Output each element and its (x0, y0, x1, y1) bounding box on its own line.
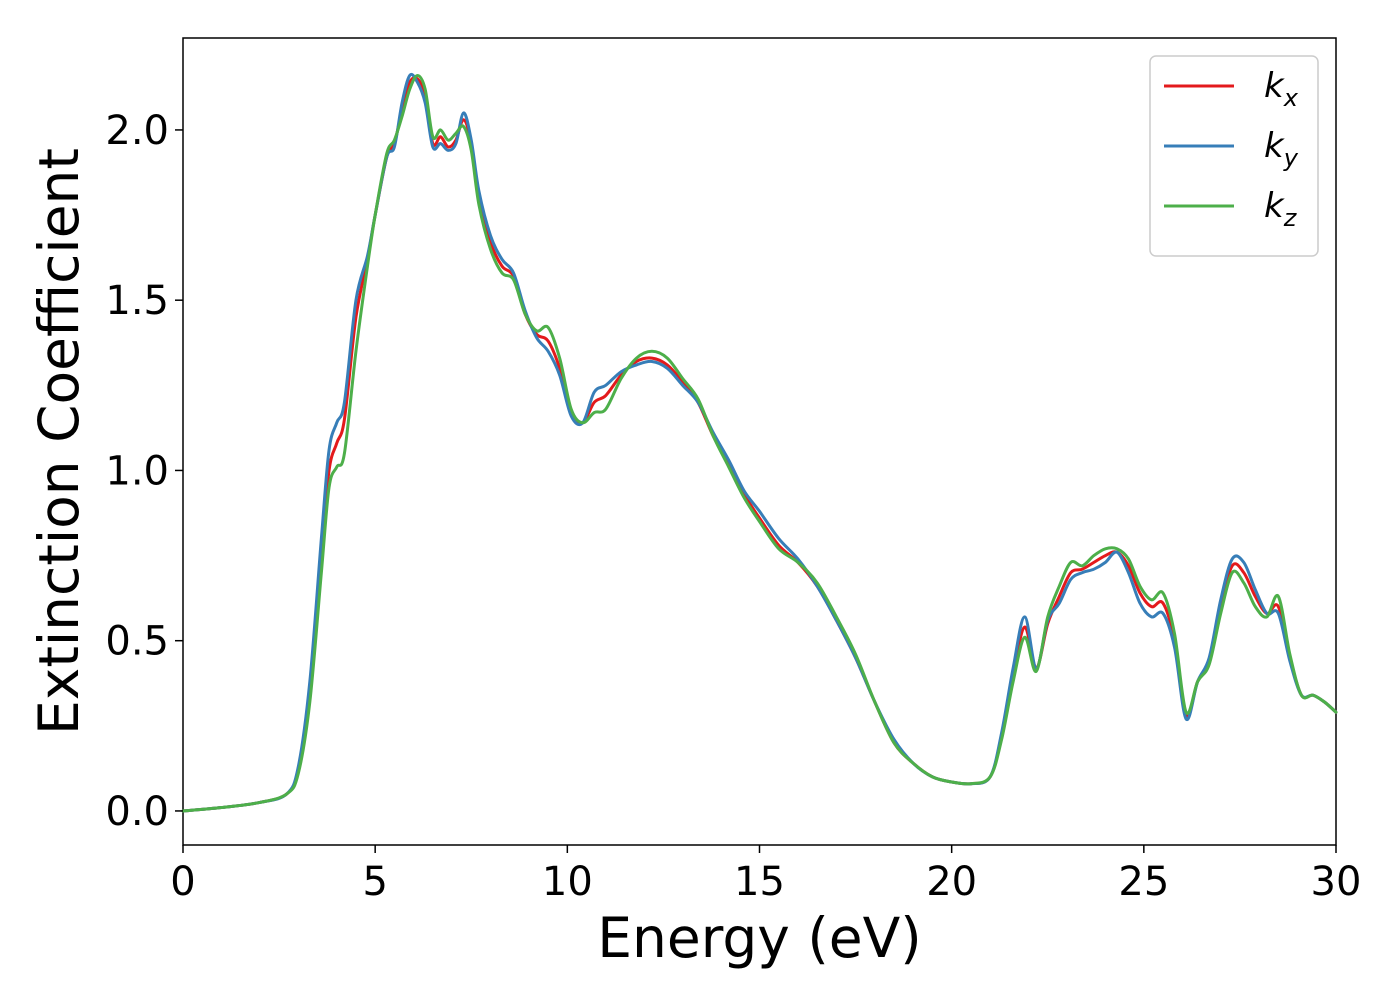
x-tick-label: 0 (170, 859, 195, 905)
legend-label-subscript: y (1283, 144, 1299, 172)
x-tick-label: 5 (362, 859, 387, 905)
series-layer (181, 72, 1338, 813)
legend-label-kx: kx (1264, 66, 1299, 112)
legend-label-subscript: z (1283, 204, 1298, 232)
x-tick-label: 30 (1311, 859, 1362, 905)
x-tick-label: 20 (926, 859, 977, 905)
y-axis-title: Extinction Coefficient (27, 148, 91, 735)
series-line-ky (181, 72, 1338, 813)
legend-label-kz: kz (1264, 186, 1298, 232)
legend-label-ky: ky (1264, 126, 1299, 172)
y-tick-label: 0.5 (105, 619, 169, 665)
series-line-kz (181, 73, 1338, 813)
legend-label-base: k (1264, 186, 1285, 226)
y-tick-label: 2.0 (105, 108, 169, 154)
y-tick-label: 1.5 (105, 278, 169, 324)
y-axis: 0.0 0.5 1.0 1.5 2.0 (105, 108, 183, 835)
y-tick-label: 0.0 (105, 789, 169, 835)
y-tick-label: 1.0 (105, 448, 169, 494)
legend-label-base: k (1264, 66, 1285, 106)
x-axis-title: Energy (eV) (597, 906, 921, 970)
legend-label-subscript: x (1283, 84, 1299, 112)
x-axis: 0 5 10 15 20 25 30 (170, 845, 1361, 905)
x-tick-label: 10 (542, 859, 593, 905)
legend-label-base: k (1264, 126, 1285, 166)
x-tick-label: 15 (734, 859, 785, 905)
x-tick-label: 25 (1118, 859, 1169, 905)
